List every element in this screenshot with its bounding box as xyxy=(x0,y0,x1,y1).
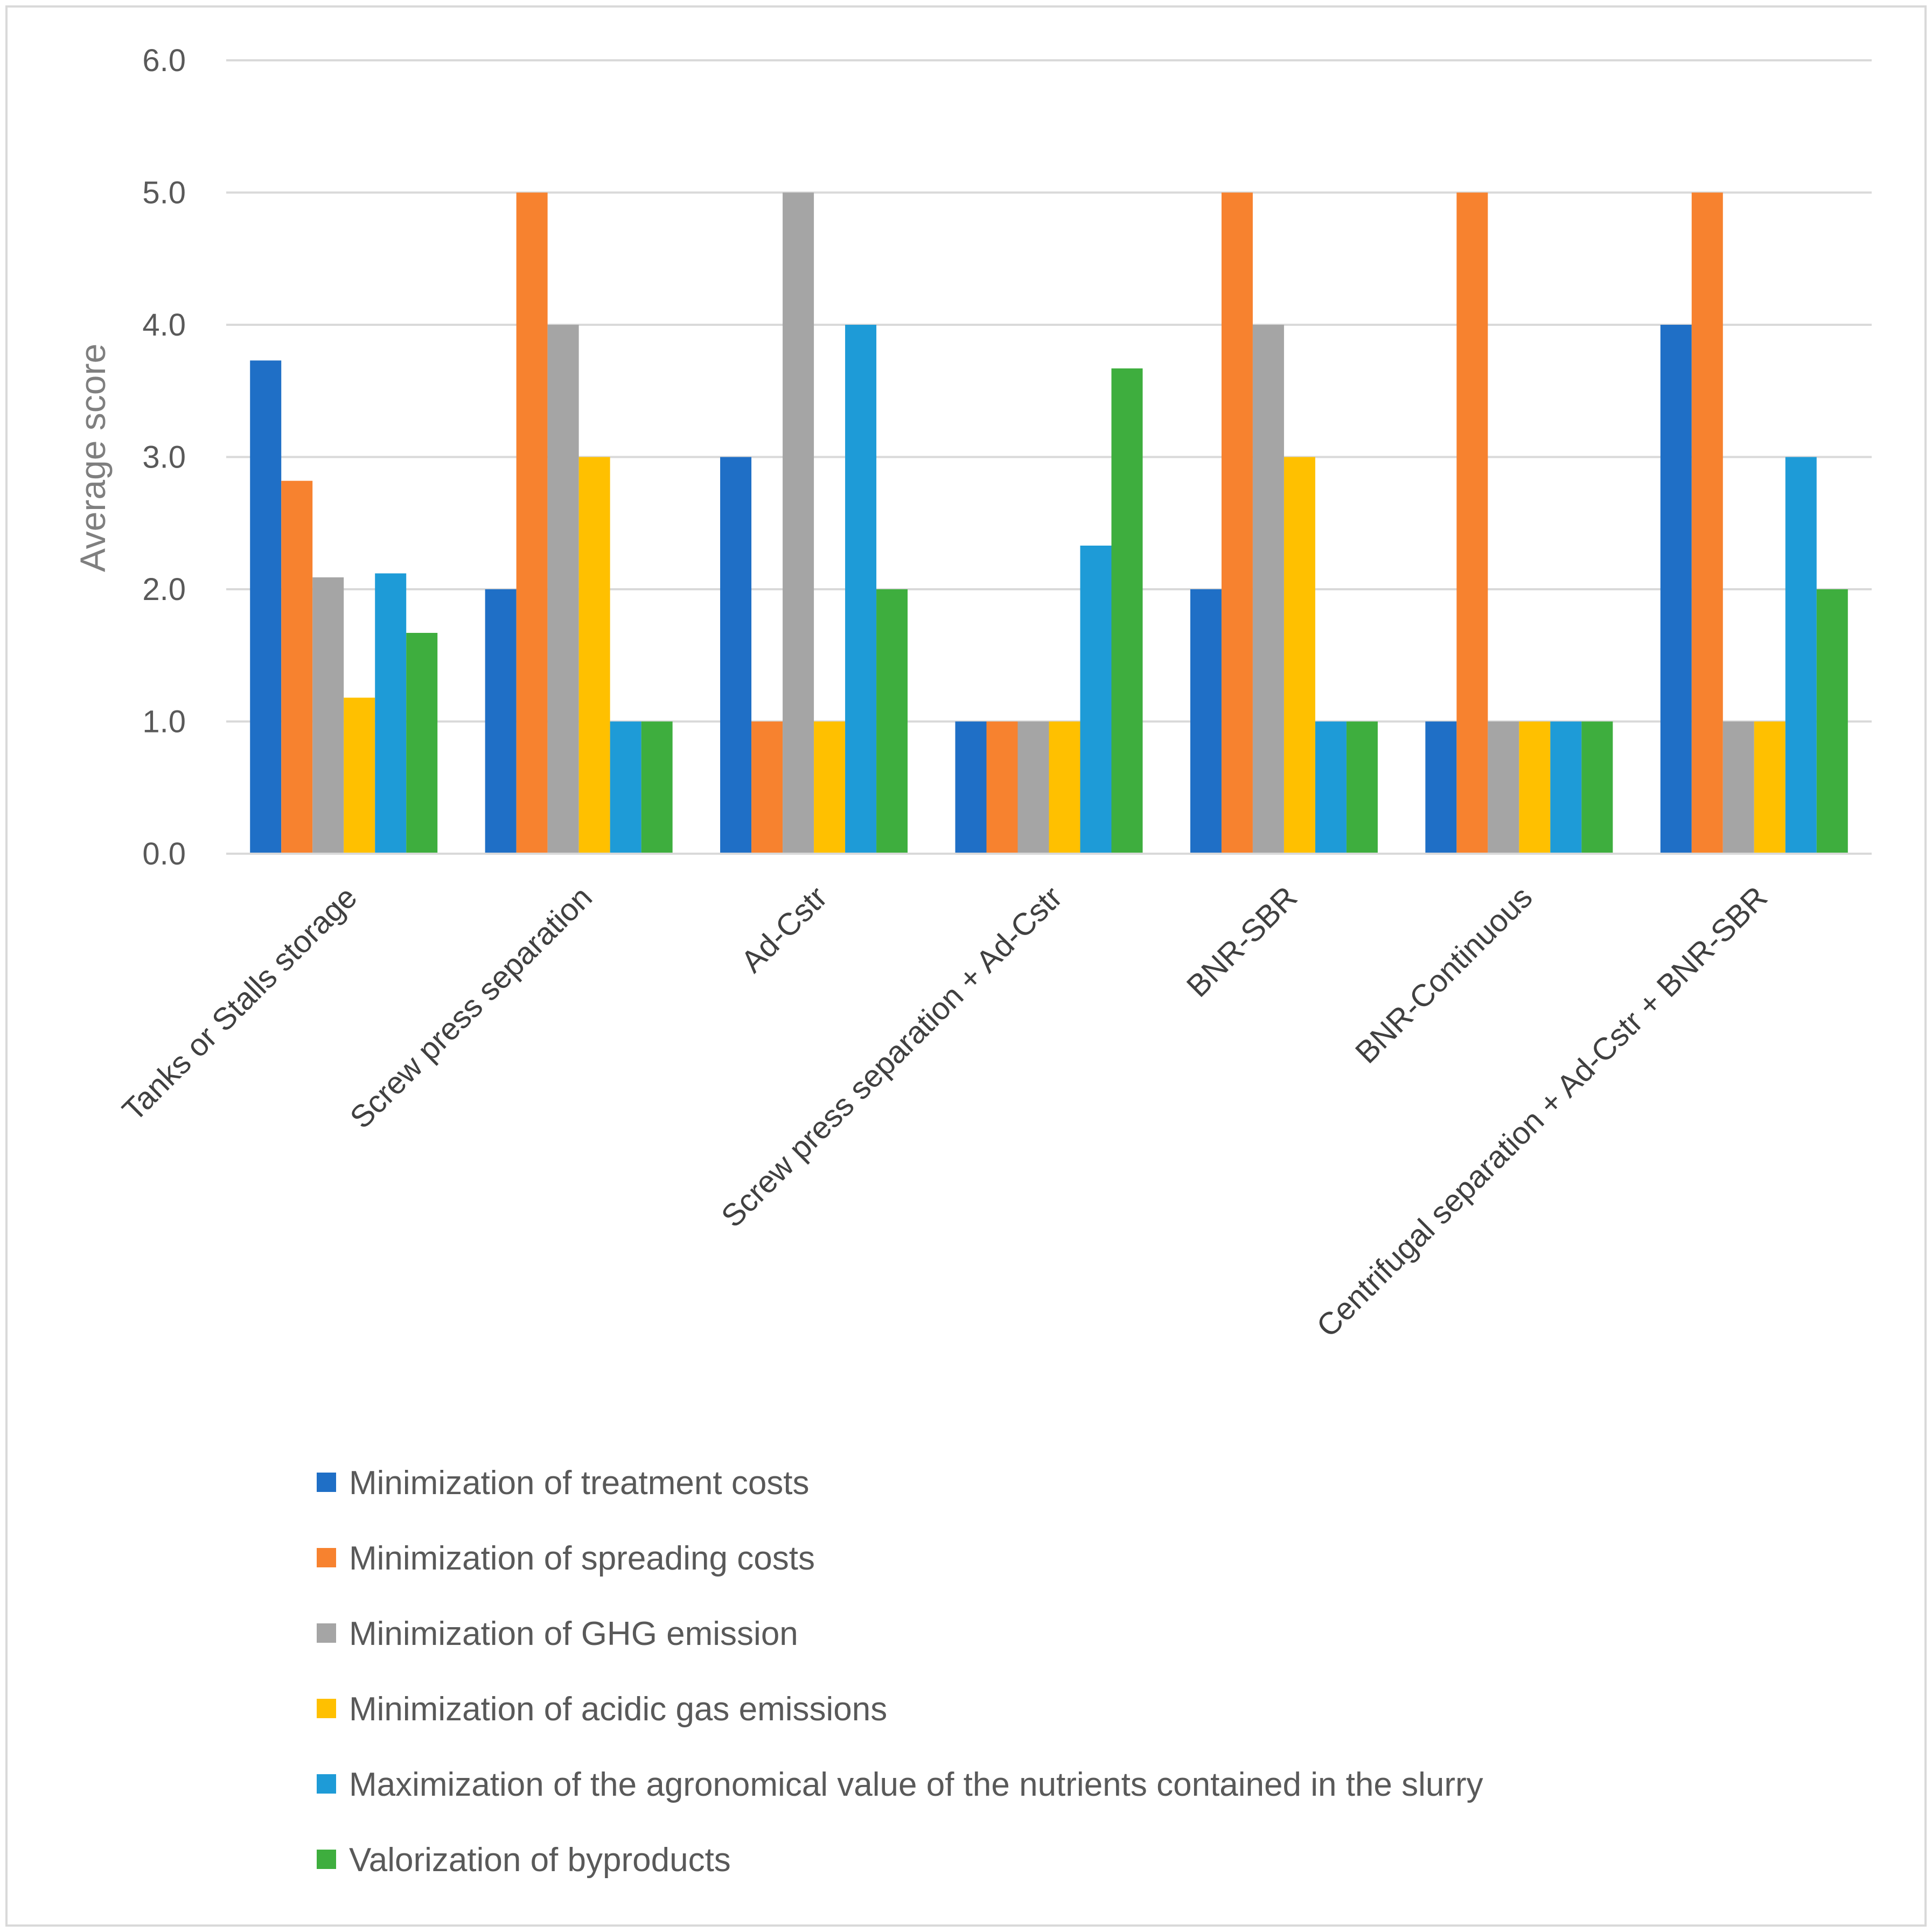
bar xyxy=(1346,721,1378,854)
y-axis-title: Average score xyxy=(73,344,113,572)
legend-label: Valorization of byproducts xyxy=(349,1842,731,1879)
bar xyxy=(1221,192,1253,854)
y-tick-label: 1.0 xyxy=(142,705,186,740)
bar xyxy=(547,325,579,854)
category-label: Ad-Cstr xyxy=(734,880,834,979)
category-label: BNR-Continuous xyxy=(1349,880,1539,1070)
bar xyxy=(1017,721,1049,854)
legend-swatch xyxy=(317,1699,336,1718)
y-axis-ticks: 0.0 1.0 2.0 3.0 4.0 5.0 6.0 xyxy=(142,43,186,871)
bar xyxy=(814,721,846,854)
bar xyxy=(641,721,673,854)
legend: Minimization of treatment costs Minimizat… xyxy=(317,1464,1483,1879)
bar xyxy=(1581,721,1613,854)
bar xyxy=(1111,368,1143,854)
gridlines xyxy=(226,59,1872,723)
bar xyxy=(312,577,344,854)
bar xyxy=(1315,721,1347,854)
bar xyxy=(1252,325,1284,854)
y-tick-label: 5.0 xyxy=(142,176,186,211)
bar xyxy=(751,721,783,854)
bar xyxy=(1722,721,1754,854)
bar xyxy=(955,721,987,854)
bar xyxy=(344,698,375,854)
legend-swatch xyxy=(317,1548,336,1567)
legend-swatch xyxy=(317,1774,336,1794)
bar xyxy=(1425,721,1457,854)
category-label: Tanks or Stalls storage xyxy=(116,880,364,1128)
bar xyxy=(1785,457,1817,854)
bar xyxy=(578,457,610,854)
bar xyxy=(1284,457,1315,854)
bar xyxy=(250,360,282,854)
legend-label: Maximization of the agronomical value of… xyxy=(349,1766,1483,1803)
y-tick-label: 6.0 xyxy=(142,43,186,78)
legend-label: Minimization of spreading costs xyxy=(349,1540,815,1577)
bar xyxy=(281,480,313,854)
bar xyxy=(876,589,908,854)
legend-swatch xyxy=(317,1850,336,1869)
y-tick-label: 0.0 xyxy=(142,836,186,871)
legend-swatch xyxy=(317,1473,336,1492)
legend-label: Minimization of treatment costs xyxy=(349,1464,810,1502)
bar xyxy=(986,721,1018,854)
bar xyxy=(1190,589,1222,854)
bar xyxy=(1550,721,1582,854)
category-label: Centrifugal separation + Ad-Cstr + BNR-S… xyxy=(1310,880,1774,1344)
bar xyxy=(1691,192,1723,854)
bar xyxy=(783,192,814,854)
bar xyxy=(1519,721,1551,854)
bar xyxy=(1754,721,1785,854)
bar xyxy=(1080,545,1112,854)
category-label: Screw press separation xyxy=(343,880,599,1135)
y-tick-label: 3.0 xyxy=(142,440,186,475)
y-tick-label: 2.0 xyxy=(142,572,186,607)
bar xyxy=(845,325,877,854)
bar xyxy=(1660,325,1692,854)
legend-label: Minimization of GHG emission xyxy=(349,1615,798,1652)
bar xyxy=(1488,721,1519,854)
bar xyxy=(1049,721,1080,854)
y-tick-label: 4.0 xyxy=(142,308,186,343)
bar xyxy=(485,589,517,854)
legend-label: Minimization of acidic gas emissions xyxy=(349,1691,887,1728)
bar xyxy=(720,457,752,854)
bar xyxy=(1816,589,1848,854)
bar xyxy=(1456,192,1488,854)
bars xyxy=(250,192,1848,854)
bar xyxy=(375,573,407,854)
bar xyxy=(406,633,438,854)
category-label: BNR-SBR xyxy=(1180,880,1305,1004)
bar xyxy=(516,192,548,854)
bar xyxy=(610,721,641,854)
legend-swatch xyxy=(317,1623,336,1643)
